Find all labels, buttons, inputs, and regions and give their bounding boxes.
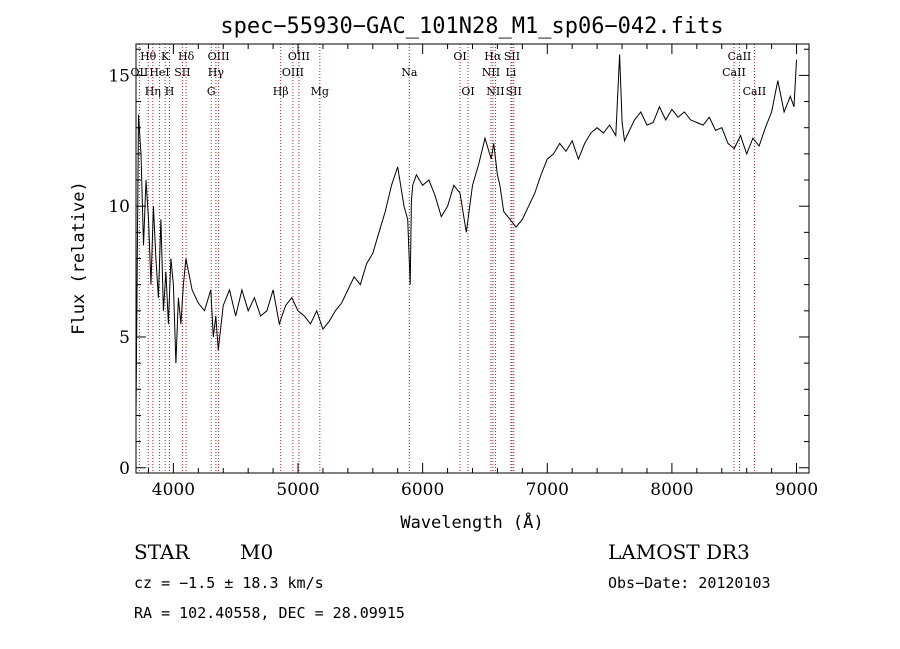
x-tick-label: 4000	[152, 480, 195, 500]
x-tick-label: 8000	[650, 480, 693, 500]
redshift-text: cz = −1.5 ± 18.3 km/s	[134, 574, 324, 592]
x-tick-label: 6000	[401, 480, 444, 500]
coordinates-text: RA = 102.40558, DEC = 28.09915	[134, 604, 405, 622]
marker-label: CaII	[722, 66, 746, 79]
marker-label: CaII	[743, 85, 767, 98]
marker-label: SII	[504, 50, 520, 63]
y-axis-ticks: 0 5 10 15	[108, 48, 809, 479]
marker-label: Hθ	[140, 50, 157, 63]
marker-label: Hβ	[273, 85, 289, 98]
object-subclass: M0	[240, 540, 274, 564]
marker-label: Hη	[145, 85, 161, 98]
marker-label: OIII	[288, 50, 310, 63]
x-tick-label: 7000	[526, 480, 569, 500]
object-class: STAR	[134, 540, 190, 564]
marker-label: OII	[131, 66, 149, 79]
marker-label: NII	[482, 66, 500, 79]
x-axis-label: Wavelength (Å)	[400, 511, 543, 533]
marker-label: OIII	[208, 50, 230, 63]
marker-label: Hγ	[208, 66, 225, 79]
y-tick-label: 15	[108, 66, 130, 86]
line-markers	[138, 44, 755, 473]
x-tick-label: 9000	[775, 480, 818, 500]
marker-label: SII	[506, 85, 522, 98]
marker-label: Na	[401, 66, 418, 79]
marker-label: H	[165, 85, 175, 98]
y-tick-label: 0	[119, 459, 130, 479]
x-axis-ticks: 4000 5000 6000 7000 8000 9000	[147, 44, 818, 500]
y-tick-label: 5	[119, 328, 130, 348]
line-marker-labels: Hθ OII Hη HeI K SII H Hδ OIII Hγ G OIII OIII Hβ Mg Na OI…	[131, 50, 767, 98]
marker-label: Hα	[484, 50, 502, 63]
marker-label: Mg	[311, 85, 329, 98]
survey-name: LAMOST DR3	[608, 540, 750, 564]
spectrum-line	[135, 54, 797, 416]
marker-label: Li	[505, 66, 516, 79]
marker-label: NII	[486, 85, 504, 98]
marker-label: Hδ	[178, 50, 195, 63]
marker-label: OI	[453, 50, 466, 63]
marker-label: OIII	[282, 66, 304, 79]
marker-label: G	[207, 85, 216, 98]
marker-label: HeI	[149, 66, 169, 79]
marker-label: SII	[174, 66, 190, 79]
marker-label: OI	[461, 85, 474, 98]
x-tick-label: 5000	[276, 480, 319, 500]
chart-title: spec−55930−GAC_101N28_M1_sp06−042.fits	[220, 14, 723, 39]
marker-label: K	[161, 50, 170, 63]
y-tick-label: 10	[108, 197, 130, 217]
y-axis-label: Flux (relative)	[69, 181, 89, 335]
marker-label: CaII	[728, 50, 752, 63]
obs-date-text: Obs−Date: 20120103	[608, 574, 771, 592]
spectrum-chart: spec−55930−GAC_101N28_M1_sp06−042.fits H…	[69, 14, 818, 533]
plot-frame	[135, 43, 810, 474]
